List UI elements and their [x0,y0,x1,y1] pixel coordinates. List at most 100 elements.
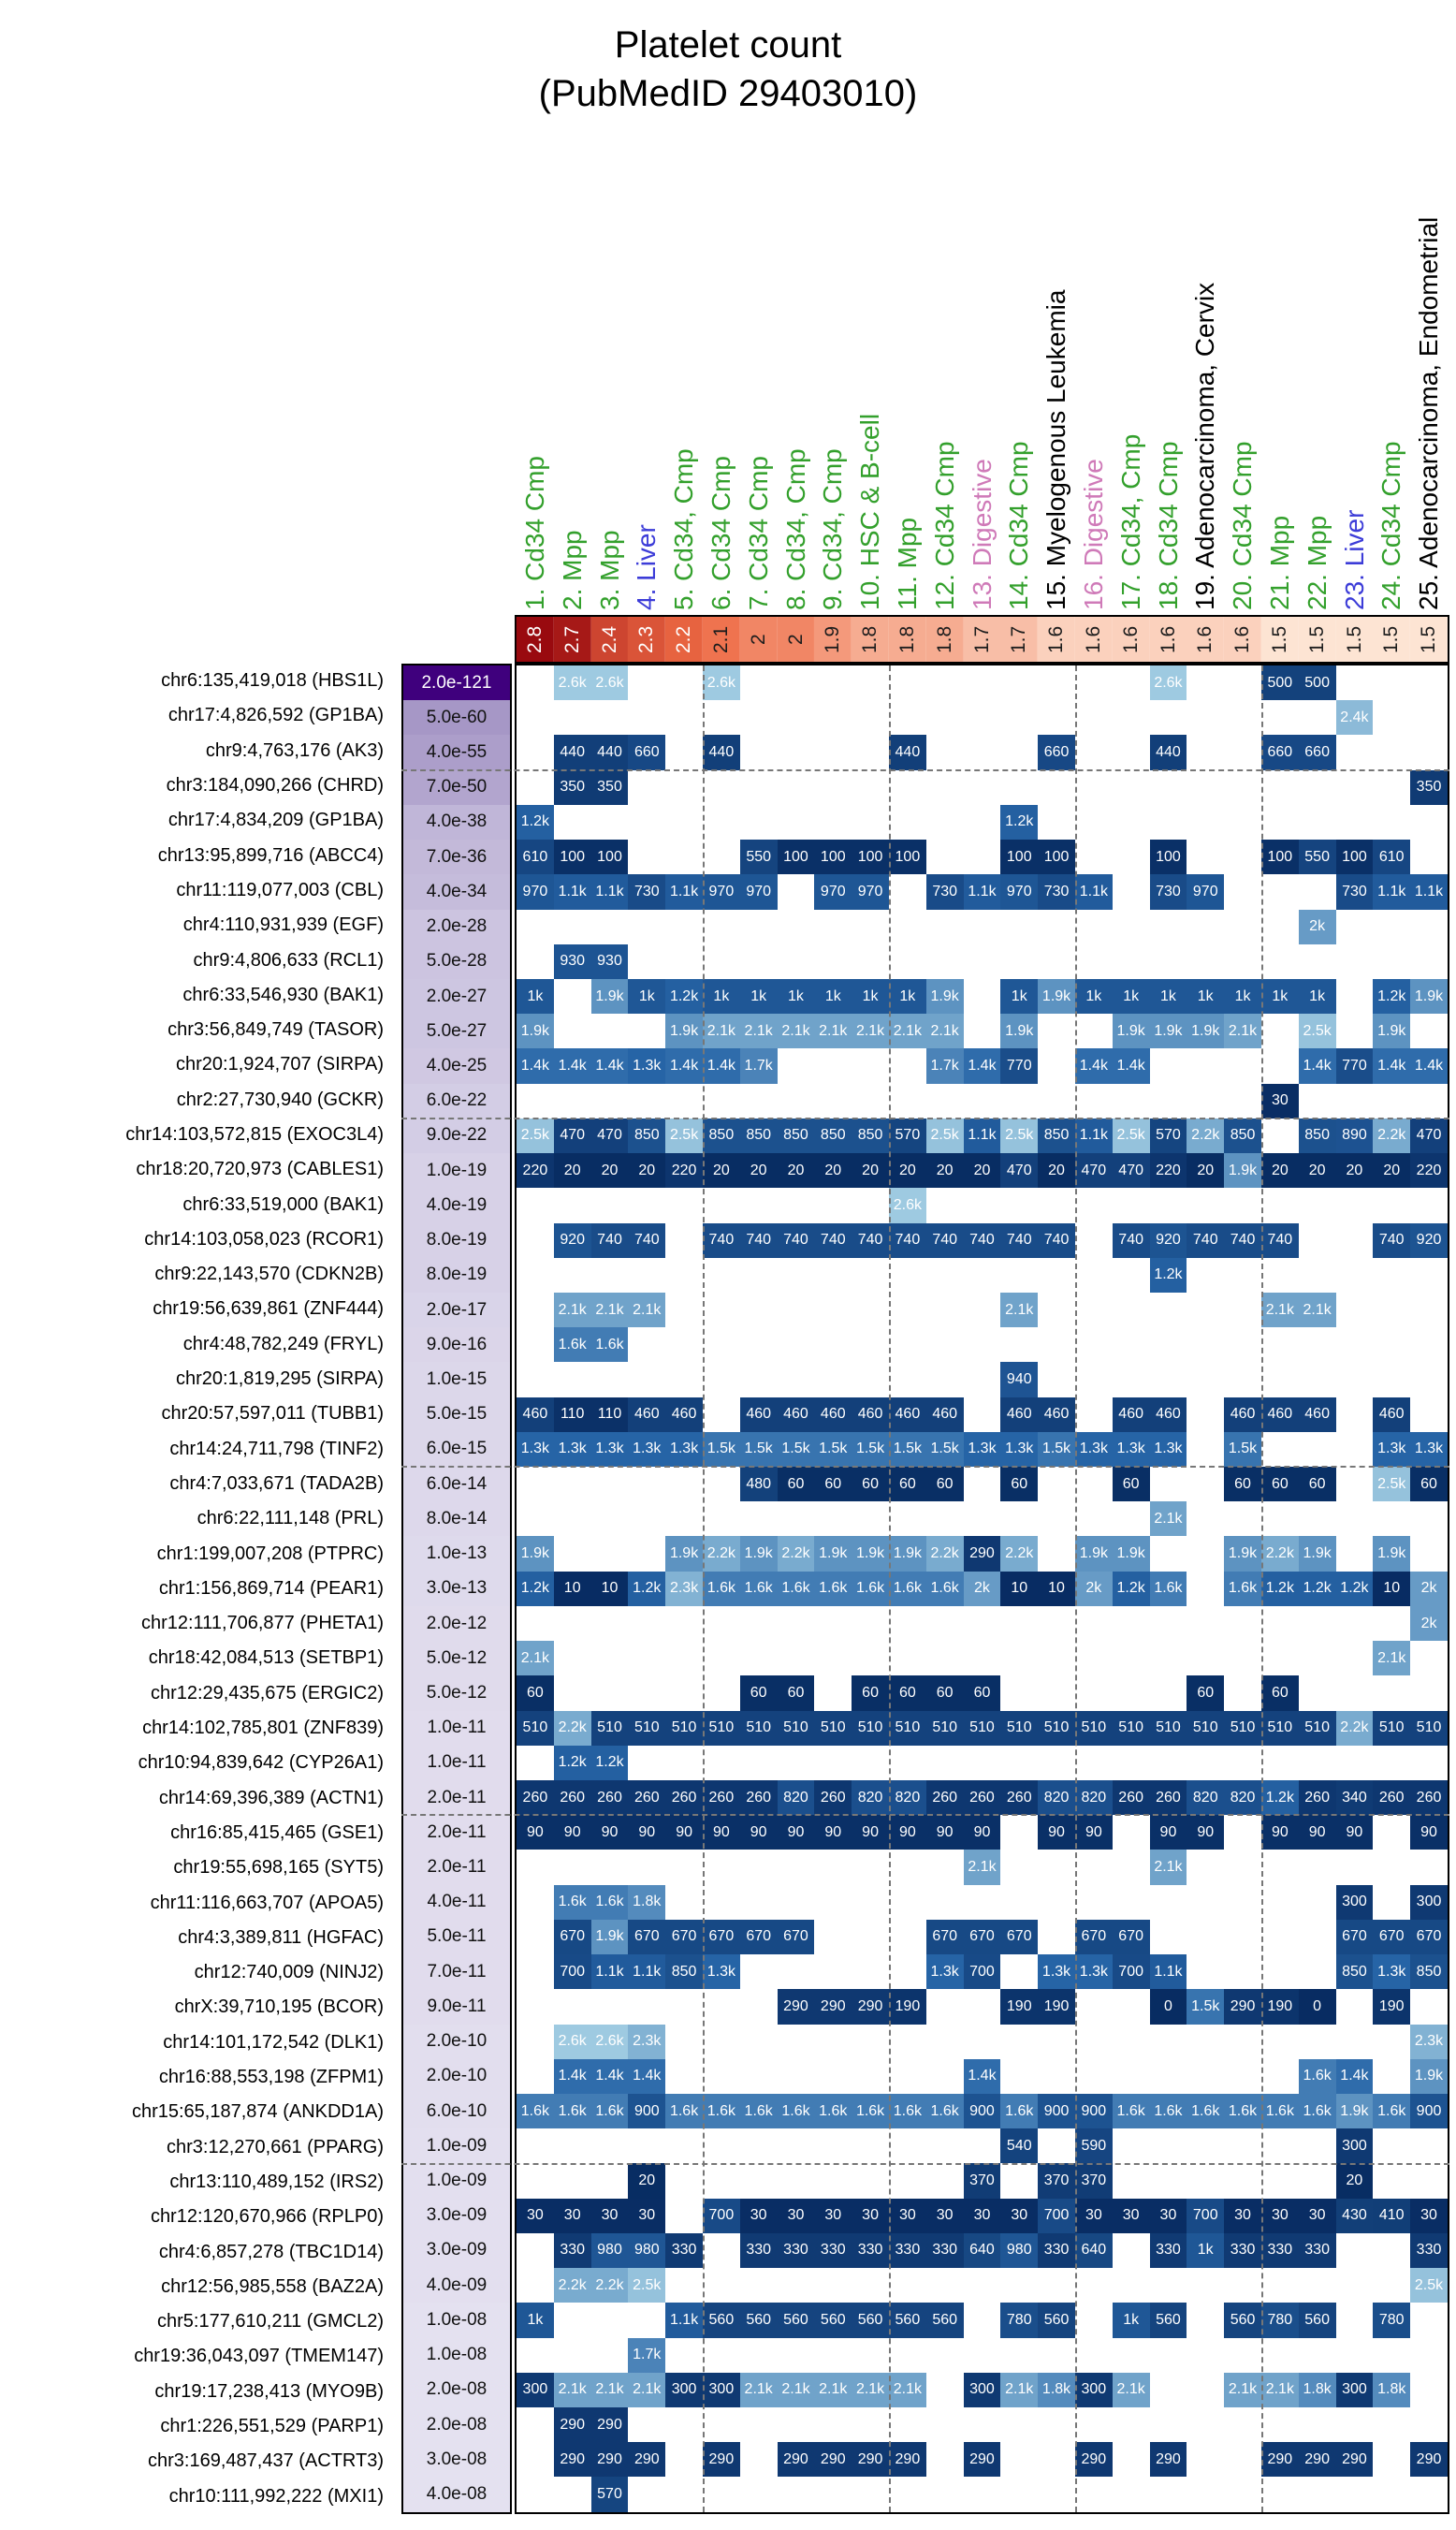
heatmap-cell: 290 [777,2442,815,2478]
row-label: chr9:22,143,570 (CDKN2B) [154,1264,384,1285]
heatmap-cell-empty [814,1258,852,1293]
heatmap-cell-empty [1299,700,1336,735]
heatmap-cell-empty [889,2025,926,2059]
heatmap-cell-empty [852,2338,889,2373]
heatmap-cell: 1.3k [1000,1431,1039,1468]
heatmap-cell: 300 [963,2372,1001,2407]
heatmap-cell: 30 [1298,2198,1336,2233]
heatmap-cell-empty [964,1885,1001,1920]
heatmap-cell: 820 [852,1780,889,1816]
heatmap-cell-empty [1150,2477,1187,2511]
heatmap-cell: 60 [1000,1467,1039,1502]
heatmap-cell-empty [703,1675,740,1710]
heatmap-cell-empty [1261,1501,1299,1536]
heatmap-cell-empty [1187,2407,1224,2442]
heatmap-cell-empty [1373,2442,1410,2477]
heatmap-cell-empty [926,2025,964,2059]
heatmap-cell-empty [1038,1606,1075,1641]
heatmap-cell: 510 [702,1710,740,1746]
heatmap-cell-empty [554,979,591,1014]
heatmap-cell: 110 [553,1397,591,1432]
heatmap-cell-empty [591,2128,629,2163]
heatmap-cell-empty [1261,1885,1299,1920]
heatmap-cell-empty [1187,1954,1224,1989]
heatmap-cell: 2.2k [777,1536,815,1572]
heatmap-cell: 440 [1149,735,1187,770]
heatmap-cell: 1.6k [1224,2093,1261,2129]
heatmap-cell-empty [889,1501,926,1536]
heatmap-cell-empty [1187,2477,1224,2511]
heatmap-cell: 730 [628,874,666,910]
heatmap-cell: 60 [925,1467,964,1502]
heatmap-cell-empty [628,2303,665,2337]
row-label: chr10:94,839,642 (CYP26A1) [138,1752,384,1774]
heatmap-cell-empty [1410,1397,1448,1432]
heatmap-cell-empty [1000,2442,1038,2477]
row-label: chr11:116,663,707 (APOA5) [150,1892,384,1913]
heatmap-cell-empty [852,1258,889,1293]
heatmap-cell: 190 [888,1989,926,2025]
heatmap-cell-empty [964,1467,1001,1501]
heatmap-cell-empty [964,2407,1001,2442]
heatmap-cell-empty [740,2268,778,2303]
pvalue-cell: 1.0e-09 [403,2163,510,2199]
heatmap-cell: 1.1k [590,1954,629,1990]
heatmap-cell: 1.9k [1410,978,1448,1015]
heatmap-cell: 30 [777,2198,815,2233]
heatmap-row: 2.1k [517,1501,1448,1537]
pvalue-cell: 4.0e-11 [403,1884,510,1920]
heatmap-cell-empty [1187,1327,1224,1362]
heatmap-cell-empty [1224,1293,1261,1327]
pvalue-cell: 5.0e-12 [403,1675,510,1711]
heatmap-cell: 1k [1187,978,1225,1015]
heatmap-cell-empty [517,1501,554,1536]
heatmap-cell-empty [703,1606,740,1641]
heatmap-cell: 290 [1335,2442,1374,2478]
heatmap-cell: 290 [628,2442,666,2478]
column-header-label: 19. Adenocarcinoma, Cervix [1190,282,1220,610]
heatmap-cell-empty [628,770,665,805]
heatmap-cell-empty [591,1606,629,1641]
heatmap-cell: 1.4k [590,1048,629,1084]
column-header-label: 20. Cd34 Cmp [1228,441,1258,610]
heatmap-cell-empty [778,700,815,735]
heatmap-cell: 30 [1112,2198,1150,2233]
pvalue-cell: 1.0e-15 [403,1362,510,1397]
pvalue-cell: 1.0e-19 [403,1153,510,1189]
heatmap-cell-empty [814,2338,852,2373]
heatmap-cell: 2.6k [590,665,629,701]
heatmap-cell: 1.3k [1149,1431,1187,1468]
heatmap-cell-empty [814,2059,852,2094]
heatmap-cell-empty [1038,1014,1075,1048]
heatmap-cell-empty [1224,1606,1261,1641]
heatmap-cell: 260 [702,1780,740,1816]
heatmap-cell-empty [554,2303,591,2337]
heatmap-row: 1.3k 1.3k 1.3k 1.3k 1.3k 1.5k 1.5k 1.5k 1.5k 1.5k… [517,1431,1448,1468]
heatmap-cell: 480 [739,1467,778,1502]
heatmap-cell-empty [852,1362,889,1397]
heatmap-cell: 510 [1410,1710,1448,1746]
heatmap-cell: 560 [1298,2303,1336,2338]
heatmap-cell-empty [740,2477,778,2511]
heatmap-cell-empty [665,1362,703,1397]
heatmap-cell-empty [964,840,1001,874]
heatmap-cell-empty [964,1641,1001,1675]
heatmap-cell: 2.6k [553,2024,591,2059]
heatmap-cell: 2.1k [1000,2372,1039,2407]
heatmap-cell: 850 [1410,1954,1448,1990]
heatmap-cell: 740 [590,1222,629,1258]
row-label: chr4:110,931,939 (EGF) [182,914,384,936]
heatmap-cell: 510 [852,1710,889,1746]
heatmap-cell-empty [1224,2025,1261,2059]
heatmap-cell-empty [1261,1746,1299,1780]
heatmap-cell: 220 [665,1153,703,1189]
heatmap-row: 290 290 290 290 290 290 290 290 290 290 290 290 290 2… [517,2442,1448,2478]
heatmap-cell-empty [1075,1397,1113,1432]
heatmap-cell: 190 [1260,1989,1299,2025]
heatmap-cell-empty [1224,1675,1261,1710]
heatmap-cell-empty [926,2442,964,2477]
heatmap-cell: 500 [1260,665,1299,701]
heatmap-cell-empty [517,1362,554,1397]
heatmap-cell-empty [517,1327,554,1362]
heatmap-cell-empty [1224,2268,1261,2303]
